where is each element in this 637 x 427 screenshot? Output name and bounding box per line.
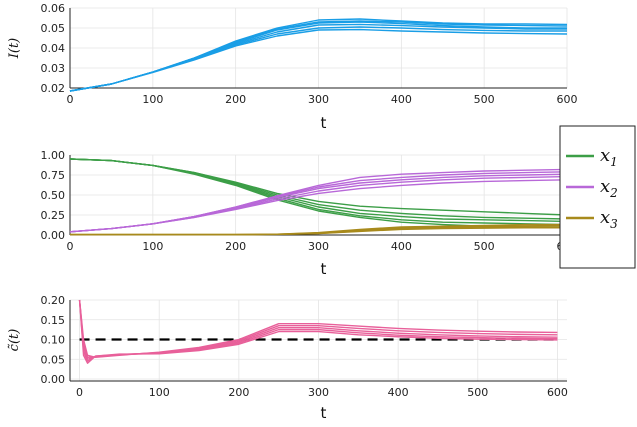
x-tick-label: 300: [308, 240, 329, 253]
y-tick-label: 0.50: [41, 189, 66, 202]
series-line-c: [78, 299, 558, 358]
y-tick-label: 0.00: [41, 229, 66, 242]
legend-subscript: 2: [609, 186, 618, 200]
y-tick-label: 0.75: [41, 169, 66, 182]
y-tick-label: 0.00: [41, 373, 66, 386]
y-tick-label: 0.20: [41, 294, 66, 307]
x-tick-label: 500: [474, 93, 495, 106]
series-line-c: [78, 299, 558, 364]
x-tick-label: 0: [67, 240, 74, 253]
x-tick-label: 300: [308, 93, 329, 106]
y-axis-label: c̃(t): [7, 329, 22, 352]
legend-subscript: 3: [610, 217, 618, 231]
y-tick-label: 0.25: [41, 209, 66, 222]
y-axis-label: I(t): [7, 38, 22, 60]
legend-box: [559, 125, 636, 269]
y-tick-label: 0.15: [41, 314, 66, 327]
panel-contact-rate: 0 100 200 300 400 500 600 0.00 0.05 0.10 0.15 0.20 t…: [7, 294, 568, 422]
legend-subscript: 1: [610, 155, 618, 169]
x-tick-label: 400: [391, 93, 412, 106]
x-tick-label: 500: [474, 240, 495, 253]
x-tick-label: 400: [388, 386, 409, 399]
y-tick-label: 1.00: [41, 149, 66, 162]
y-tick-label: 0.05: [41, 353, 66, 366]
series-line-x3: [70, 227, 567, 236]
x-tick-label: 0: [76, 386, 83, 399]
y-tick-label: 0.10: [41, 334, 66, 347]
x-axis-label: t: [321, 404, 327, 422]
panel-infected: 0 100 200 300 400 500 600 0.02 0.03 0.04 0.05 0.06 t…: [7, 2, 578, 132]
y-tick-label: 0.05: [41, 22, 66, 35]
series-line-c: [78, 299, 558, 358]
x-tick-label: 200: [225, 93, 246, 106]
x-tick-label: 400: [391, 240, 412, 253]
x-tick-label: 0: [67, 93, 74, 106]
y-tick-label: 0.04: [41, 42, 66, 55]
x-tick-label: 600: [557, 93, 578, 106]
x-tick-label: 200: [228, 386, 249, 399]
x-tick-label: 100: [142, 240, 163, 253]
x-axis-label: t: [321, 260, 327, 278]
x-tick-label: 100: [149, 386, 170, 399]
x-tick-label: 500: [467, 386, 488, 399]
y-tick-label: 0.02: [41, 82, 66, 95]
y-tick-label: 0.03: [41, 62, 66, 75]
series-line-x2: [69, 179, 568, 233]
x-tick-label: 300: [308, 386, 329, 399]
x-axis-label: t: [321, 114, 327, 132]
series-line-I: [69, 28, 568, 92]
y-tick-label: 0.06: [41, 2, 66, 15]
x-tick-label: 200: [225, 240, 246, 253]
series-line-c: [78, 299, 558, 362]
x-tick-label: 100: [142, 93, 163, 106]
x-tick-label: 600: [547, 386, 568, 399]
